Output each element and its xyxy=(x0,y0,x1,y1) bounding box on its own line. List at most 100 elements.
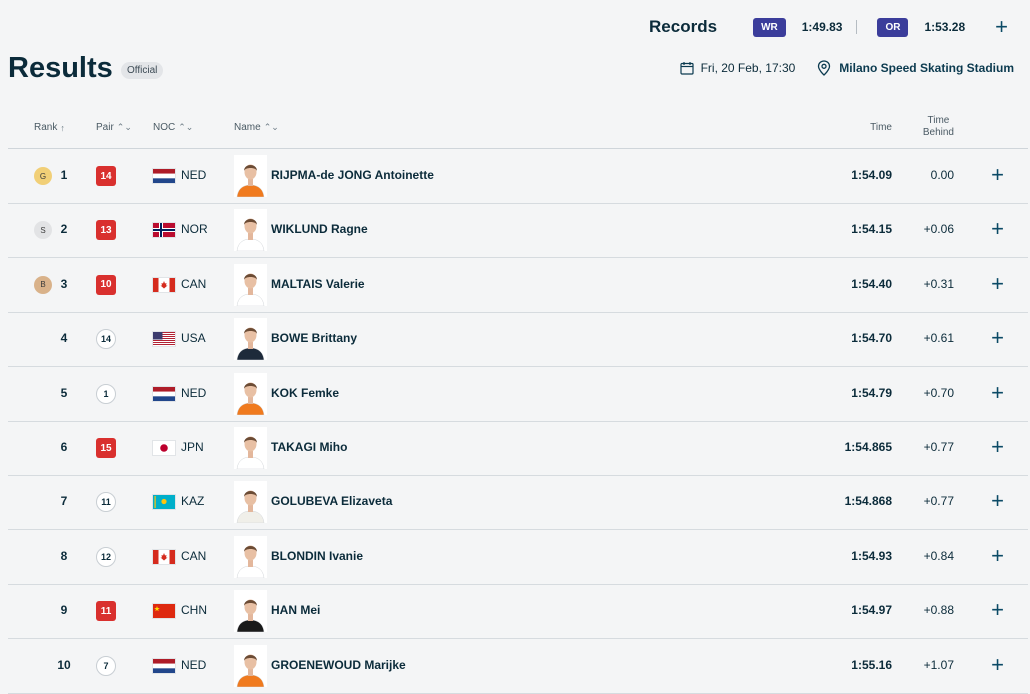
noc-code: NED xyxy=(181,385,207,400)
athlete-name[interactable]: MALTAIS Valerie xyxy=(271,276,365,291)
athlete-photo xyxy=(234,372,267,415)
athlete-photo xyxy=(234,155,267,197)
expand-row-button[interactable]: + xyxy=(991,162,1004,187)
flag-icon xyxy=(153,332,175,347)
rank-value: 8 xyxy=(60,548,68,563)
col-name-label: Name xyxy=(234,122,261,133)
expand-row-button[interactable]: + xyxy=(991,270,1004,296)
wr-badge: WR xyxy=(753,17,786,37)
table-row[interactable]: 8 12 CAN BLONDIN Ivanie 1:54.93 +0.84 + xyxy=(8,530,1028,585)
col-pair-label: Pair xyxy=(96,122,114,133)
athlete-name[interactable]: HAN Mei xyxy=(271,603,321,618)
col-time: Time xyxy=(870,122,892,133)
expand-row-button[interactable]: + xyxy=(991,379,1004,405)
table-row[interactable]: 7 11 KAZ GOLUBEVA Elizaveta 1:54.868 +0.77 + xyxy=(8,475,1028,531)
athlete-photo xyxy=(234,535,267,578)
time-value: 1:54.93 xyxy=(851,548,892,563)
expand-row-button[interactable]: + xyxy=(991,488,1004,514)
athlete-name[interactable]: RIJPMA-de JONG Antoinette xyxy=(271,168,434,182)
col-rank[interactable]: Rank ↑ xyxy=(34,122,65,133)
time-behind-value: +0.70 xyxy=(923,385,954,400)
event-info: Fri, 20 Feb, 17:30 Milano Speed Skating … xyxy=(679,60,1014,76)
table-row[interactable]: 9 11 CHN HAN Mei 1:54.97 +0.88 + xyxy=(8,584,1028,640)
table-row[interactable]: 6 15 JPN TAKAGI Miho 1:54.865 +0.77 + xyxy=(8,421,1028,476)
event-date: Fri, 20 Feb, 17:30 xyxy=(700,61,796,75)
athlete-name[interactable]: BOWE Brittany xyxy=(271,331,358,346)
sort-asc-icon: ↑ xyxy=(60,122,65,133)
records-label: Records xyxy=(649,17,718,36)
rank-value: 5 xyxy=(60,385,68,400)
noc-code: CHN xyxy=(181,603,207,618)
rank-value: 1 xyxy=(60,168,68,182)
flag-icon xyxy=(153,169,175,183)
athlete-name[interactable]: KOK Femke xyxy=(271,385,340,400)
athlete-name[interactable]: WIKLUND Ragne xyxy=(271,222,368,237)
time-behind-value: +1.07 xyxy=(923,657,954,672)
noc-code: CAN xyxy=(181,276,207,291)
time-behind-value: +0.77 xyxy=(923,494,954,509)
expand-row-button[interactable]: + xyxy=(991,597,1004,623)
medal-badge: B xyxy=(34,275,52,294)
flag-icon xyxy=(153,223,175,238)
athlete-photo xyxy=(234,590,267,633)
calendar-icon xyxy=(679,62,694,75)
pair-badge: 14 xyxy=(96,166,116,186)
athlete-photo xyxy=(234,481,267,524)
time-behind-value: +0.84 xyxy=(923,548,954,563)
expand-row-button[interactable]: + xyxy=(991,216,1004,242)
athlete-name[interactable]: BLONDIN Ivanie xyxy=(271,548,364,563)
time-behind-value: +0.61 xyxy=(923,331,954,346)
records-expand-button[interactable]: + xyxy=(995,14,1008,39)
venue-link[interactable]: Milano Speed Skating Stadium xyxy=(839,61,1014,75)
athlete-name[interactable]: TAKAGI Miho xyxy=(271,440,348,454)
flag-icon xyxy=(153,277,175,292)
expand-row-button[interactable]: + xyxy=(991,651,1004,677)
col-name[interactable]: Name ⌃⌄ xyxy=(234,122,279,133)
flag-icon xyxy=(153,495,175,510)
table-row[interactable]: S 2 13 NOR WIKLUND Ragne 1:54.15 +0.06 + xyxy=(8,203,1028,259)
pair-badge: 11 xyxy=(96,601,116,622)
athlete-photo xyxy=(234,644,267,687)
col-noc-label: NOC xyxy=(153,122,176,133)
table-row[interactable]: 5 1 NED KOK Femke 1:54.79 +0.70 + xyxy=(8,367,1028,422)
rank-value: 9 xyxy=(60,603,68,618)
time-behind-value: +0.88 xyxy=(923,603,954,618)
expand-row-button[interactable]: + xyxy=(991,542,1004,568)
results-table-header: Rank ↑ Pair ⌃⌄ NOC ⌃⌄ Name ⌃⌄ Time Time … xyxy=(8,110,1028,149)
noc-code: CAN xyxy=(181,548,207,563)
medal-badge: G xyxy=(34,167,52,185)
status-badge: Official xyxy=(121,62,164,79)
time-value: 1:54.865 xyxy=(844,440,892,454)
rank-value: 3 xyxy=(60,276,68,291)
rank-value: 7 xyxy=(60,494,68,509)
pair-badge: 14 xyxy=(96,329,116,350)
pair-badge: 1 xyxy=(96,383,116,404)
athlete-photo xyxy=(234,318,267,361)
medal-badge: S xyxy=(34,221,52,240)
athlete-name[interactable]: GOLUBEVA Elizaveta xyxy=(271,494,393,509)
time-value: 1:54.70 xyxy=(851,331,892,346)
time-behind-value: +0.31 xyxy=(923,276,954,291)
col-noc[interactable]: NOC ⌃⌄ xyxy=(153,122,193,133)
time-value: 1:54.40 xyxy=(851,276,892,291)
noc-code: KAZ xyxy=(181,494,205,509)
pair-badge: 15 xyxy=(96,438,116,458)
table-row[interactable]: 4 14 USA BOWE Brittany 1:54.70 +0.61 + xyxy=(8,312,1028,368)
flag-icon xyxy=(153,549,175,564)
wr-time: 1:49.83 xyxy=(801,20,843,34)
or-badge: OR xyxy=(877,17,909,37)
time-value: 1:54.97 xyxy=(851,603,892,618)
rank-value: 4 xyxy=(60,331,68,346)
table-row[interactable]: B 3 10 CAN MALTAIS Valerie 1:54.40 +0.31 + xyxy=(8,258,1028,313)
expand-row-button[interactable]: + xyxy=(991,325,1004,351)
expand-row-button[interactable]: + xyxy=(991,434,1004,459)
athlete-name[interactable]: GROENEWOUD Marijke xyxy=(271,657,406,672)
noc-code: USA xyxy=(181,331,206,346)
sort-icon: ⌃⌄ xyxy=(116,122,132,132)
noc-code: JPN xyxy=(181,440,204,454)
table-row[interactable]: 10 7 NED GROENEWOUD Marijke 1:55.16 +1.07 + xyxy=(8,639,1028,694)
pair-badge: 12 xyxy=(96,546,116,567)
table-row[interactable]: G 1 14 NED RIJPMA-de JONG Antoinette 1:54.09… xyxy=(8,149,1028,204)
col-pair[interactable]: Pair ⌃⌄ xyxy=(96,122,132,133)
athlete-photo xyxy=(234,209,267,252)
